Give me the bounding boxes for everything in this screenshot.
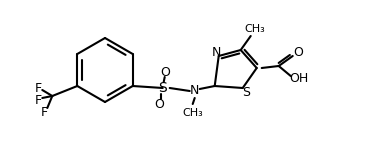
Text: O: O: [293, 46, 303, 60]
Text: CH₃: CH₃: [182, 108, 203, 118]
Text: N: N: [212, 46, 221, 60]
Text: S: S: [158, 81, 167, 95]
Text: OH: OH: [289, 72, 308, 84]
Text: O: O: [154, 98, 164, 111]
Text: O: O: [160, 66, 170, 78]
Text: S: S: [242, 85, 250, 99]
Text: N: N: [190, 84, 199, 98]
Text: F: F: [41, 105, 48, 118]
Text: CH₃: CH₃: [244, 24, 265, 34]
Text: F: F: [35, 81, 42, 94]
Text: F: F: [35, 93, 42, 106]
